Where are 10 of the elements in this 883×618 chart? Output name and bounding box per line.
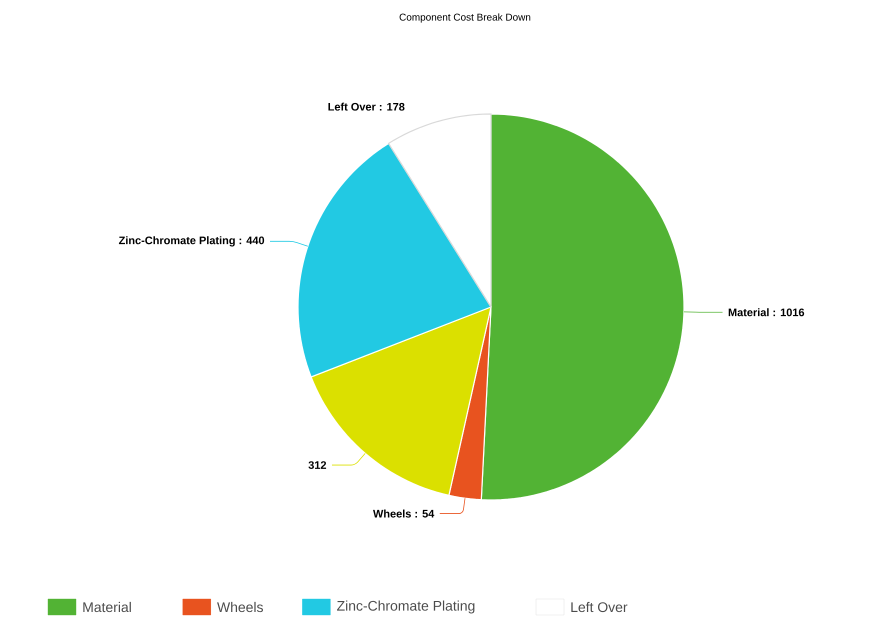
- data-label: Zinc-Chromate Plating : 440: [118, 236, 264, 246]
- chart-title: Component Cost Break Down: [400, 13, 530, 23]
- data-label: Wheels : 54: [373, 510, 434, 518]
- data-label: Material : 1016: [728, 308, 804, 316]
- legend-label: Material: [83, 602, 131, 612]
- legend-label: Wheels: [217, 602, 263, 612]
- data-label: 312: [308, 461, 326, 469]
- data-label: Left Over : 178: [328, 102, 405, 111]
- legend-label: Zinc-Chromate Plating: [337, 600, 474, 614]
- legend-label: Left Over: [571, 602, 628, 612]
